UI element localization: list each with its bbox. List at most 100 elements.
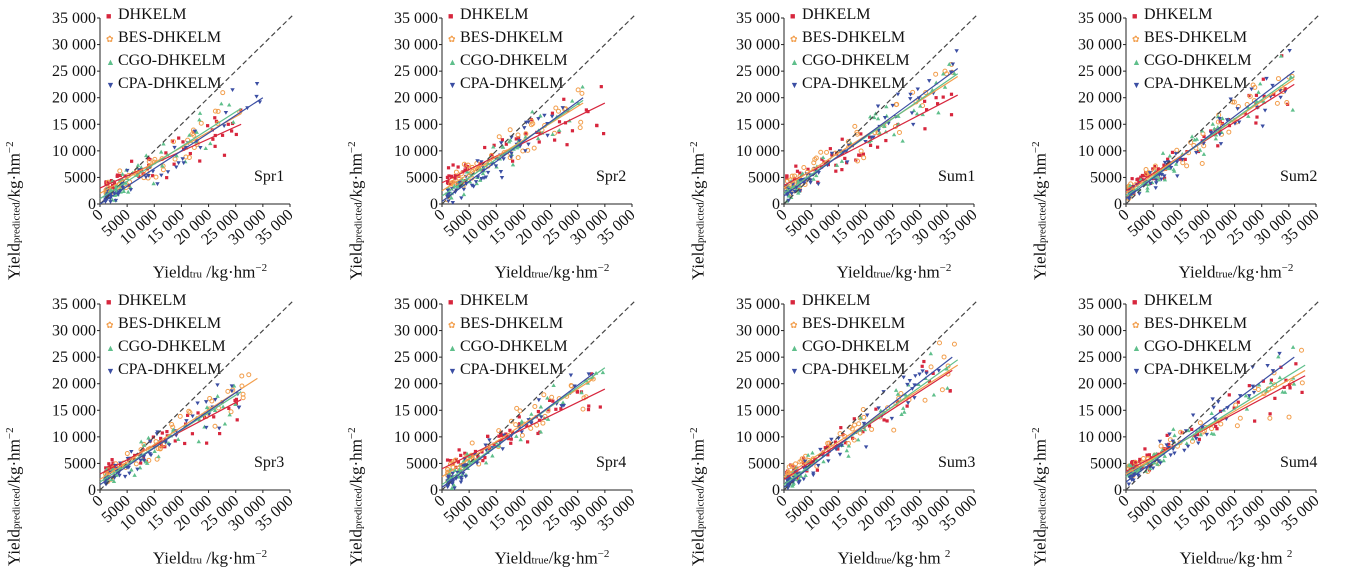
x-axis-label: Yieldtrue/kg·hm−2	[1086, 262, 1369, 283]
legend-item: ▲ CGO-DHKELM	[1132, 50, 1252, 73]
data-point	[895, 391, 901, 396]
data-point	[945, 386, 950, 390]
data-point	[453, 169, 459, 175]
data-point	[868, 143, 873, 147]
y-axis-label-sup: −2	[4, 427, 16, 440]
data-point	[115, 174, 119, 178]
data-point	[487, 447, 492, 451]
y-tick-label: 25 000	[1078, 349, 1122, 366]
data-point	[1277, 351, 1282, 356]
legend-item: ✿ BES-DHKELM	[1132, 313, 1252, 336]
legend-label: CGO-DHKELM	[118, 338, 226, 355]
data-point	[1255, 115, 1259, 119]
data-point	[460, 463, 466, 468]
data-point	[501, 433, 507, 438]
data-point	[910, 387, 915, 391]
data-point	[169, 422, 175, 428]
data-point	[1256, 90, 1261, 94]
data-point	[1192, 137, 1197, 142]
data-point	[924, 108, 929, 112]
data-point	[950, 62, 956, 67]
data-point	[1135, 178, 1139, 182]
legend: ■ DHKELM ✿ BES-DHKELM ▲ CGO-DHKELM ▼ CPA-DHKELM	[106, 4, 226, 96]
data-point	[1145, 188, 1150, 193]
data-point	[920, 369, 925, 374]
y-axis-label-sub: predicted	[694, 488, 707, 530]
y-axis-label-main: Yield	[4, 529, 24, 566]
legend-label: BES-DHKELM	[118, 29, 222, 46]
y-tick-label: 20 000	[394, 376, 438, 393]
data-point	[1265, 363, 1270, 368]
legend: ■ DHKELM ✿ BES-DHKELM ▲ CGO-DHKELM ▼ CPA-DHKELM	[106, 290, 226, 382]
data-point	[884, 104, 889, 109]
data-point	[111, 191, 117, 196]
data-point	[580, 84, 585, 89]
legend-item: ✿ BES-DHKELM	[106, 313, 226, 336]
data-point	[882, 116, 888, 120]
fit-line	[783, 364, 959, 478]
data-point	[916, 382, 921, 387]
data-point	[522, 126, 527, 130]
data-point	[1197, 437, 1201, 441]
data-point	[1247, 384, 1251, 388]
y-axis-label: Yieldpredicted/kg·hm−2	[4, 427, 25, 566]
data-point	[1261, 77, 1265, 81]
panel-spr2: 0 5000 10 000 15 000 20 000 25 000 30 000 35 00…	[342, 0, 684, 286]
data-point	[230, 129, 234, 133]
data-point	[160, 431, 164, 435]
data-point	[208, 141, 213, 146]
data-point	[135, 163, 141, 167]
data-point	[143, 459, 149, 464]
legend-item: ✿ BES-DHKELM	[448, 27, 568, 50]
data-point	[827, 449, 831, 453]
data-point	[180, 157, 185, 162]
data-point	[861, 152, 866, 156]
data-point	[1201, 152, 1207, 156]
data-point	[600, 370, 606, 375]
data-point	[852, 417, 856, 421]
panel-label: Sum1	[938, 168, 976, 185]
data-point	[1148, 466, 1153, 471]
data-point	[1190, 427, 1194, 431]
data-point	[526, 142, 531, 147]
data-point	[225, 388, 231, 394]
x-axis-label-sup: 2	[1286, 548, 1293, 560]
data-point	[1287, 383, 1292, 387]
data-point	[856, 437, 861, 442]
y-tick-label: 15 000	[394, 116, 438, 133]
data-point	[1251, 390, 1257, 395]
data-point	[816, 180, 820, 184]
data-point	[1196, 441, 1201, 446]
data-point	[1218, 421, 1224, 427]
data-point	[1171, 427, 1176, 431]
data-point	[1209, 426, 1215, 432]
data-point	[147, 452, 153, 456]
data-point	[1145, 185, 1150, 190]
data-point	[1272, 382, 1278, 388]
data-point	[177, 413, 183, 419]
data-point	[905, 404, 909, 408]
data-point	[789, 173, 795, 179]
data-point	[910, 89, 916, 95]
y-tick-label: 15 000	[1078, 402, 1122, 419]
data-point	[861, 430, 865, 434]
y-tick-label: 30 000	[52, 37, 96, 54]
data-point	[188, 151, 192, 156]
data-point	[1256, 382, 1262, 387]
y-tick-label: 15 000	[1078, 116, 1122, 133]
y-axis-label-sub: predicted	[352, 488, 365, 530]
y-axis-label-sup: −2	[346, 141, 358, 154]
legend-marker-icon: ▼	[1132, 80, 1141, 90]
y-tick-label: 15 000	[52, 116, 96, 133]
data-point	[173, 439, 177, 443]
y-axis-label-unit: /kg·hm	[1030, 153, 1050, 203]
data-point	[112, 186, 117, 190]
data-point	[158, 149, 164, 154]
data-point	[203, 400, 209, 404]
y-tick-label: 20 000	[736, 90, 780, 107]
data-point	[1215, 427, 1219, 431]
data-point	[818, 447, 823, 452]
y-axis-label-main: Yield	[346, 243, 366, 280]
data-point	[565, 143, 569, 147]
data-point	[213, 116, 217, 120]
